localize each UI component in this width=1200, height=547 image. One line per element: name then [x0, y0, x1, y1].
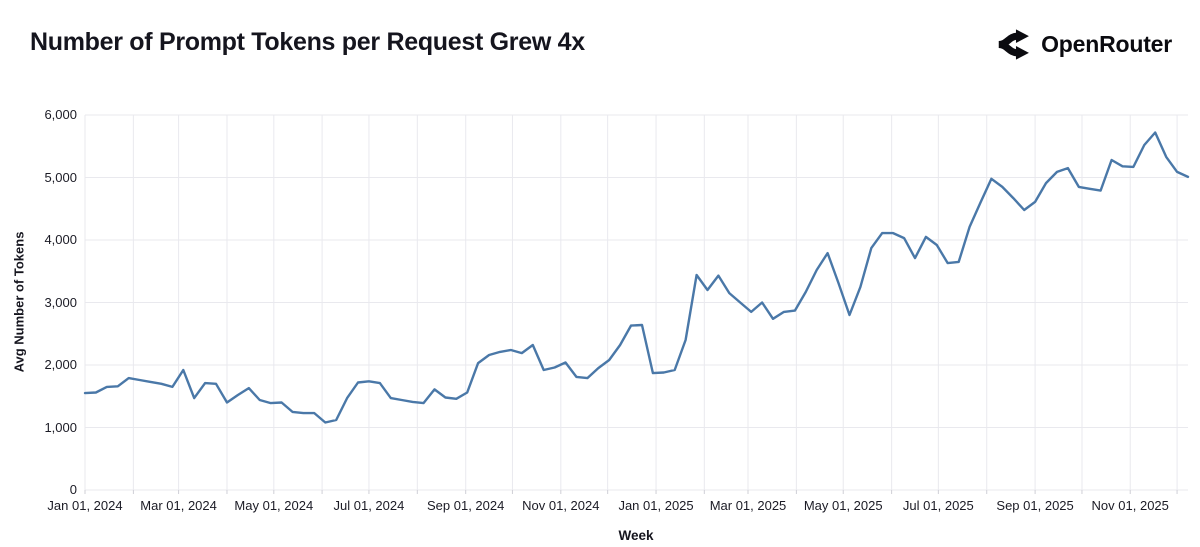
x-tick-label: Sep 01, 2025 — [996, 498, 1074, 513]
brand-name: OpenRouter — [1041, 31, 1172, 57]
x-tick-label: Sep 01, 2024 — [427, 498, 505, 513]
x-tick-label: May 01, 2025 — [803, 498, 883, 513]
y-tick-label: 5,000 — [44, 169, 77, 185]
x-tick-label: Jul 01, 2024 — [333, 498, 405, 513]
y-tick-label: 3,000 — [44, 294, 77, 310]
x-tick-label: Nov 01, 2025 — [1091, 498, 1169, 513]
y-tick-label: 6,000 — [44, 107, 77, 122]
x-axis-title: Week — [618, 528, 654, 543]
y-tick-label: 0 — [69, 482, 77, 497]
y-tick-label: 4,000 — [44, 232, 77, 247]
x-tick-label: Mar 01, 2025 — [709, 498, 787, 513]
x-tick-label: Jul 01, 2025 — [902, 498, 974, 513]
x-tick-label: Jan 01, 2025 — [618, 498, 694, 513]
openrouter-logo-icon — [998, 29, 1030, 60]
brand-logo: OpenRouter — [995, 26, 1172, 63]
x-tick-label: May 01, 2024 — [234, 498, 314, 513]
y-tick-label: 2,000 — [44, 357, 77, 372]
x-tick-label: Jan 01, 2024 — [47, 498, 123, 513]
x-tick-label: Mar 01, 2024 — [140, 498, 217, 513]
y-tick-label: 1,000 — [44, 419, 77, 435]
series-line — [83, 131, 1190, 424]
page-title: Number of Prompt Tokens per Request Grew… — [30, 28, 585, 56]
x-tick-label: Nov 01, 2024 — [522, 498, 600, 513]
